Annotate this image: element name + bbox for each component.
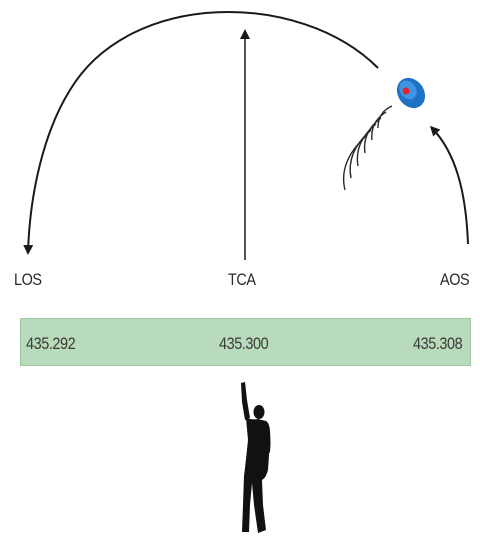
orbit-arc — [23, 11, 379, 255]
tca-frequency: 435.300 — [219, 334, 269, 353]
person-pointing-icon — [241, 382, 271, 533]
aos-frequency: 435.308 — [413, 334, 463, 353]
los-label: LOS — [14, 270, 42, 289]
aos-arrow — [429, 125, 469, 245]
tca-label: TCA — [228, 270, 256, 289]
aos-label: AOS — [440, 270, 470, 289]
frequency-bar: 435.292 435.300 435.308 — [20, 318, 471, 366]
los-frequency: 435.292 — [26, 334, 76, 353]
radio-waves — [342, 105, 393, 191]
satellite-icon — [396, 77, 426, 109]
